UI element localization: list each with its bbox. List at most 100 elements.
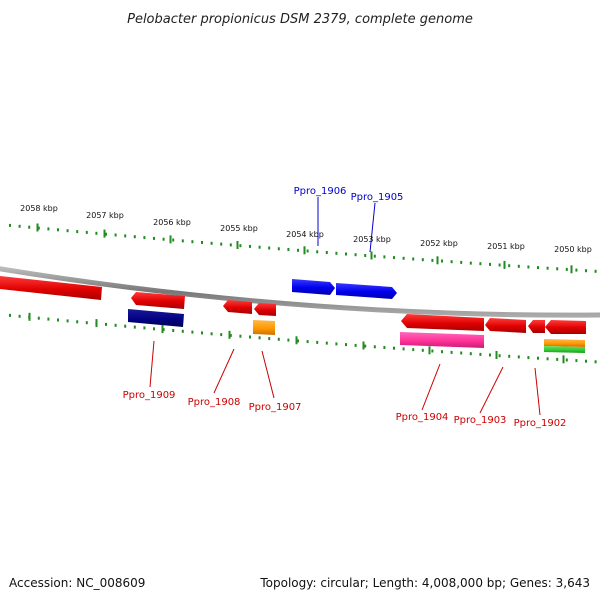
outer-minor-tick (47, 227, 50, 231)
outer-minor-tick (383, 255, 386, 259)
outer-minor-tick (335, 251, 338, 255)
outer-minor-tick (441, 259, 443, 263)
outer-minor-tick (124, 234, 127, 238)
feature-orange-1902[interactable] (544, 339, 585, 347)
gene-labels: Ppro_1906 Ppro_1905 Ppro_1909 Ppro_1908 … (123, 186, 567, 429)
gene-label-ppro-1902[interactable]: Ppro_1902 (514, 418, 567, 429)
inner-minor-tick (594, 360, 597, 364)
gene-ppro-1909-cds[interactable] (131, 292, 185, 309)
inner-major-tick (28, 312, 31, 321)
gene-ppro-1908-cds[interactable] (223, 300, 252, 314)
outer-tick-row (9, 223, 597, 274)
feature-orange-1907[interactable] (253, 320, 275, 335)
gene-label-ppro-1909[interactable]: Ppro_1909 (123, 390, 176, 401)
gene-label-ppro-1906[interactable]: Ppro_1906 (294, 186, 347, 197)
outer-minor-tick (66, 229, 69, 233)
feature-magenta-1904[interactable] (400, 332, 484, 348)
gene-label-ppro-1903[interactable]: Ppro_1903 (454, 415, 507, 426)
inner-minor-tick (258, 336, 261, 340)
outer-major-tick (503, 260, 506, 269)
inner-minor-tick (124, 324, 127, 328)
outer-minor-tick (249, 244, 251, 248)
gene-ppro-1904-cds[interactable] (401, 314, 484, 331)
outer-major-tick (36, 223, 39, 232)
outer-minor-tick (37, 226, 40, 230)
gene-ppro-1906-cds[interactable] (292, 279, 335, 295)
inner-minor-tick (479, 352, 482, 356)
outer-minor-tick (489, 262, 491, 266)
inner-minor-tick (220, 333, 223, 337)
inner-minor-tick (527, 356, 530, 360)
inner-minor-tick (364, 344, 367, 348)
accession-text: Accession: NC_008609 (9, 576, 145, 590)
outer-minor-tick (565, 267, 568, 271)
outer-minor-tick (114, 233, 117, 237)
inner-major-tick (95, 319, 98, 328)
inner-minor-tick (37, 316, 40, 320)
genome-backbone (0, 266, 600, 318)
inner-minor-tick (460, 351, 463, 355)
leader-ppro-1909 (149, 340, 155, 388)
gene-ppro-1903-cds[interactable] (485, 318, 526, 333)
other-features (128, 309, 585, 353)
outer-minor-tick (143, 236, 146, 240)
outer-minor-tick (537, 266, 539, 270)
outer-minor-tick (229, 243, 232, 247)
outer-minor-tick (393, 256, 395, 260)
outer-minor-tick (354, 253, 357, 257)
outer-minor-tick (287, 248, 290, 251)
outer-minor-tick (450, 260, 453, 264)
gene-label-ppro-1907[interactable]: Ppro_1907 (249, 402, 302, 413)
outer-major-tick (370, 251, 373, 260)
outer-minor-tick (325, 251, 328, 254)
outer-minor-tick (508, 264, 511, 268)
inner-major-tick (562, 355, 565, 364)
inner-minor-tick (114, 323, 117, 327)
inner-minor-tick (277, 337, 280, 341)
outer-minor-tick (105, 232, 107, 236)
leader-ppro-1907 (261, 350, 275, 399)
outer-major-tick (303, 246, 306, 255)
inner-minor-tick (325, 341, 328, 345)
gene-label-ppro-1904[interactable]: Ppro_1904 (396, 412, 449, 423)
gene-ppro-1905-cds[interactable] (336, 283, 397, 299)
gene-label-ppro-1908[interactable]: Ppro_1908 (188, 397, 241, 408)
inner-minor-tick (229, 333, 232, 337)
gene-label-ppro-1905[interactable]: Ppro_1905 (351, 192, 404, 203)
outer-major-tick (103, 229, 106, 238)
outer-minor-tick (181, 239, 184, 243)
feature-green-1902[interactable] (544, 346, 585, 353)
inner-major-tick (495, 351, 498, 359)
outer-minor-tick (162, 237, 165, 241)
outer-minor-tick (402, 256, 405, 260)
map-title: Pelobacter propionicus DSM 2379, complet… (127, 12, 473, 27)
inner-minor-tick (393, 346, 395, 350)
inner-minor-tick (441, 350, 443, 354)
feature-navy-1909[interactable] (128, 309, 184, 327)
inner-minor-tick (105, 322, 107, 326)
inner-minor-tick (585, 359, 587, 363)
gene-upstream-cds[interactable] (0, 276, 102, 300)
gene-ppro-1907-cds[interactable] (254, 303, 276, 316)
outer-minor-tick (345, 252, 347, 256)
outer-minor-tick (297, 248, 299, 252)
outer-minor-tick (431, 258, 434, 262)
gene-ppro-1902-cds[interactable] (545, 320, 586, 334)
outer-minor-tick (373, 254, 376, 258)
outer-minor-tick (18, 224, 21, 228)
outer-minor-tick (9, 223, 11, 227)
outer-minor-tick (57, 228, 59, 232)
inner-minor-tick (287, 338, 290, 342)
outer-minor-tick (412, 257, 415, 261)
gene-ppro-1902a-cds[interactable] (528, 320, 545, 333)
outer-minor-tick (556, 267, 559, 271)
outer-major-tick (169, 235, 172, 244)
inner-minor-tick (76, 320, 79, 324)
leader-ppro-1902 (534, 367, 541, 416)
outer-minor-tick (239, 244, 242, 248)
outer-minor-tick (133, 235, 136, 239)
inner-minor-tick (489, 353, 491, 357)
inner-minor-tick (210, 332, 213, 336)
inner-minor-tick (306, 340, 309, 344)
